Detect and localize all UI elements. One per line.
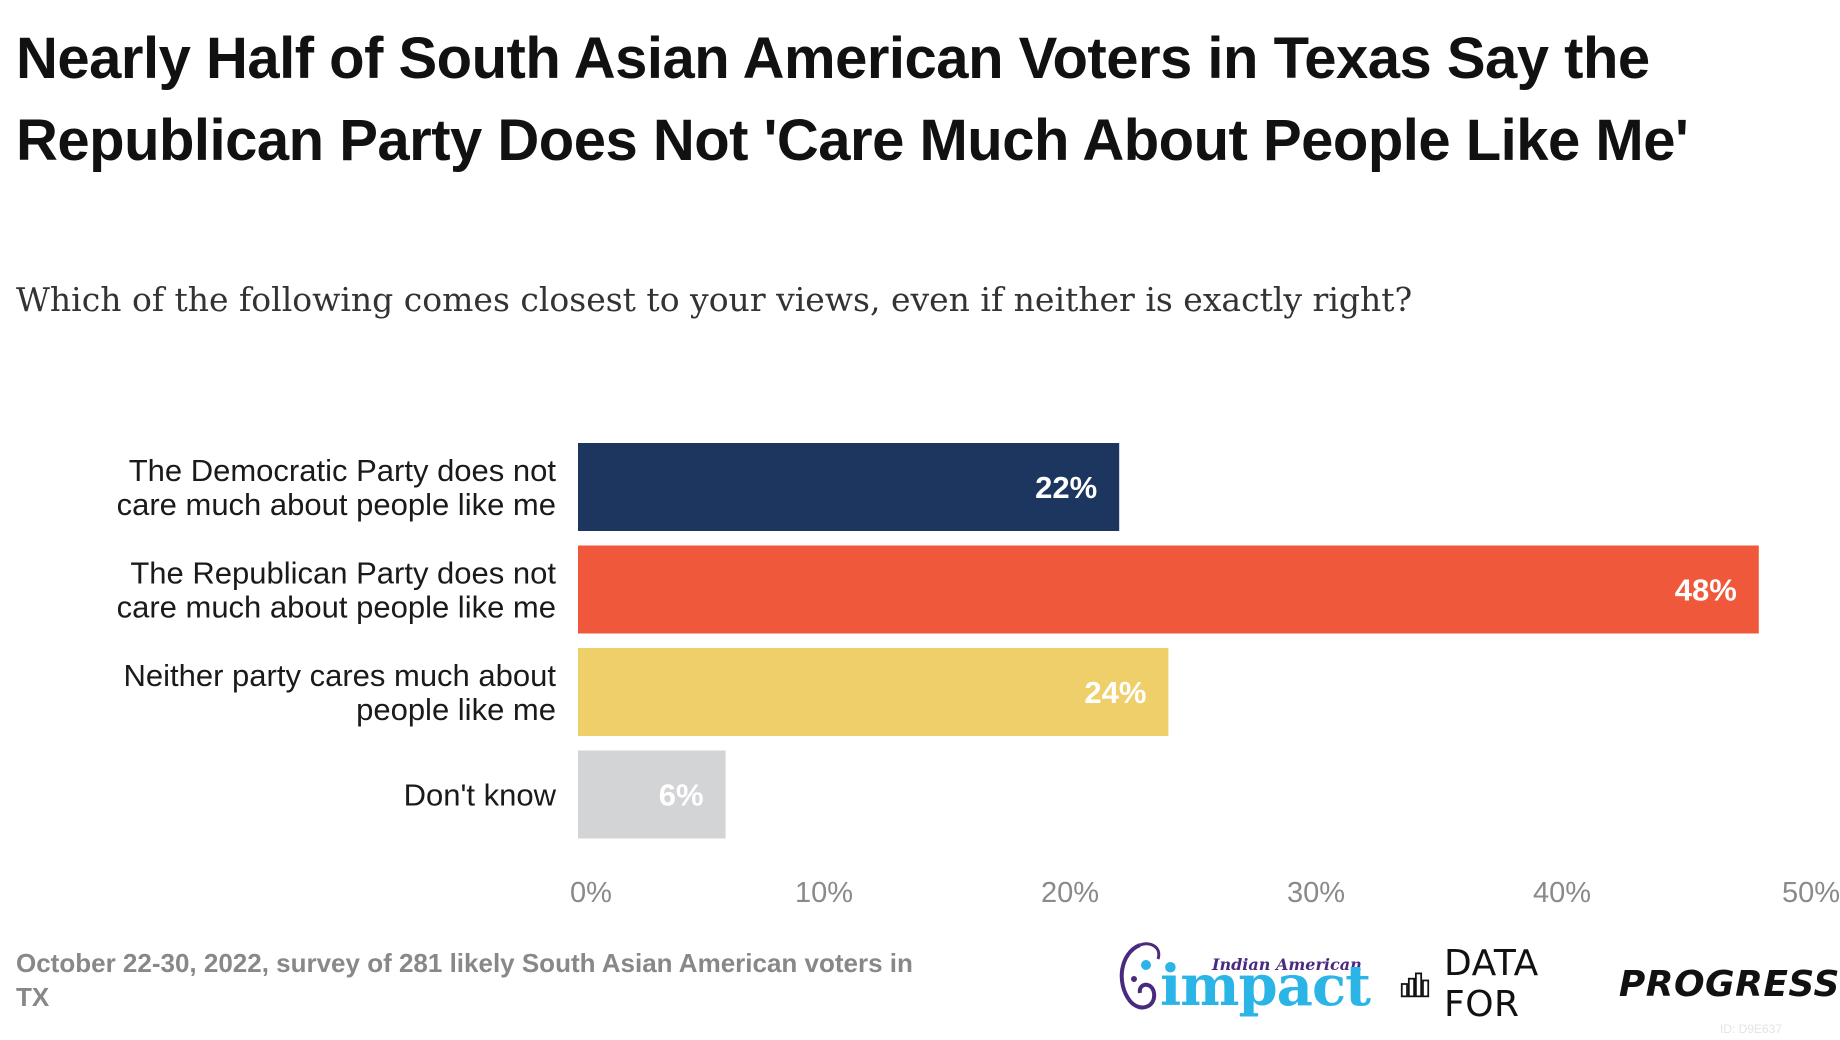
x-tick-label-1: 0% [570,877,612,909]
chart-title: Nearly Half of South Asian American Vote… [16,26,1689,173]
bar-value-label-2: 48% [1675,573,1737,608]
data-for-progress-logo: DATA FOR PROGRESS [1400,943,1840,1025]
paisley-icon [1119,942,1161,1010]
chart-subtitle: Which of the following comes closest to … [16,280,1413,319]
dfp-logo-emphasis: PROGRESS [1618,963,1840,1005]
bar-value-label-3: 24% [1084,675,1146,710]
category-label-1-line-2: care much about people like me [117,487,556,522]
bar-4 [578,750,726,839]
category-label-1-line-1: The Democratic Party does not [129,453,557,488]
bar-value-label-1: 22% [1035,470,1097,505]
category-label-2-line-2: care much about people like me [117,590,556,625]
category-label-4-line-1: Don't know [404,778,557,813]
x-tick-label-5: 40% [1533,877,1591,909]
impact-logo-big-text: impact [1160,953,1371,1019]
bar-value-label-4: 6% [659,778,704,813]
category-label-3-line-1: Neither party cares much about [124,658,557,693]
x-tick-label-6: 50% [1782,877,1840,909]
x-tick-label-2: 10% [795,877,853,909]
footer-note: October 22-30, 2022, survey of 281 likel… [16,948,913,1012]
bar-1 [578,443,1120,531]
bar-chart-icon [1400,972,1430,998]
category-label-2-line-1: The Republican Party does not [130,556,556,591]
category-label-3-line-2: people like me [356,692,556,727]
chart-id: ID: D9E637 [1720,1022,1783,1036]
x-tick-label-4: 30% [1287,877,1345,909]
indian-american-impact-logo: Indian American impact [1110,935,1378,1025]
x-tick-label-3: 20% [1041,877,1099,909]
bar-2 [578,545,1759,634]
impact-logo-small-text: Indian American [1212,955,1362,974]
dfp-logo-prefix: DATA FOR [1444,943,1539,1025]
bar-3 [578,648,1169,736]
